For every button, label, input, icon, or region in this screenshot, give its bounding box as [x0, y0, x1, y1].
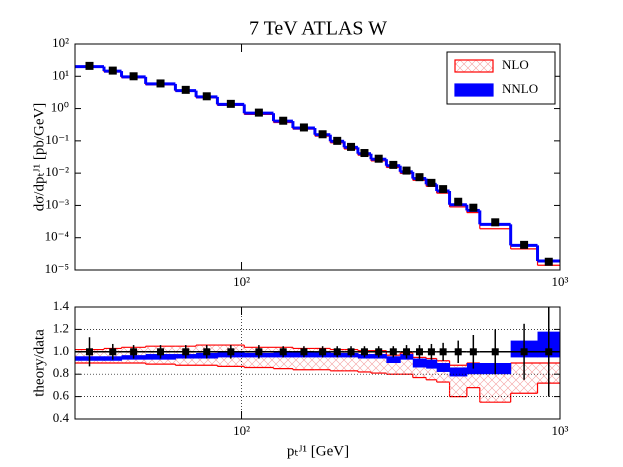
data-point [299, 123, 308, 132]
y-tick-label: 1.2 [53, 320, 69, 335]
data-point [374, 154, 383, 163]
band [426, 358, 437, 380]
legend-swatch [454, 83, 494, 97]
data-point [85, 61, 94, 70]
x-tick-label: 10³ [552, 423, 569, 438]
y-tick-label: 10² [52, 35, 69, 50]
plot-area [75, 61, 560, 266]
data-point [415, 173, 424, 182]
y-axis-label: theory/data [31, 329, 47, 397]
data-point [520, 348, 528, 356]
plot-frame [74, 43, 561, 271]
y-tick-label: 0.6 [53, 388, 70, 403]
band [386, 356, 401, 363]
data-point [347, 142, 356, 151]
y-tick-label: 10⁰ [51, 100, 69, 115]
data-point [227, 348, 235, 356]
data-point [182, 348, 190, 356]
y-tick-label: 10⁻² [45, 164, 69, 179]
data-point [203, 348, 211, 356]
data-point [360, 348, 368, 356]
plot-area [75, 307, 560, 403]
plot-frame [74, 306, 561, 420]
data-point [319, 348, 327, 356]
y-tick-label: 10¹ [52, 67, 69, 82]
data-point [129, 72, 138, 81]
y-tick-label: 10⁻¹ [45, 132, 69, 147]
band [412, 358, 427, 368]
legend-label: NLO [502, 57, 529, 72]
data-point [226, 99, 235, 108]
data-point [86, 348, 94, 356]
band [426, 359, 438, 369]
data-point [318, 130, 327, 139]
data-point [157, 348, 165, 356]
y-tick-label: 10⁻³ [45, 196, 69, 211]
data-point [402, 166, 411, 175]
y-tick-label: 0.4 [53, 410, 70, 425]
data-point [181, 85, 190, 94]
data-point [491, 218, 500, 227]
data-point [427, 348, 435, 356]
x-tick-label: 10² [233, 423, 250, 438]
data-point [415, 348, 423, 356]
data-point [202, 92, 211, 101]
data-point [427, 178, 436, 187]
data-point [439, 185, 448, 194]
data-point [109, 348, 117, 356]
band [479, 370, 511, 403]
data-point [544, 257, 553, 266]
y-tick-label: 0.8 [53, 365, 69, 380]
x-tick-label: 10² [233, 274, 250, 289]
y-tick-label: 10⁻⁴ [45, 229, 70, 244]
y-tick-label: 1.0 [53, 343, 69, 358]
data-point [520, 240, 529, 249]
chart-title: 7 TeV ATLAS W [249, 18, 387, 40]
data-point [254, 108, 263, 117]
band [436, 363, 451, 372]
data-point [439, 348, 447, 356]
x-axis-label: pₜᴶ¹ [GeV] [287, 443, 349, 459]
data-point [108, 66, 117, 75]
data-point [454, 348, 462, 356]
data-point [454, 197, 463, 206]
data-point [156, 79, 165, 88]
y-tick-label: 10⁻⁵ [45, 261, 69, 276]
data-point [389, 160, 398, 169]
data-point [469, 203, 478, 212]
x-tick-label: 10³ [552, 274, 569, 289]
data-point [360, 149, 369, 158]
data-point [333, 136, 342, 145]
data-point [279, 348, 287, 356]
data-point [130, 348, 138, 356]
band [449, 367, 468, 377]
y-axis-label: dσ/dpₜᴶ¹ [pb/GeV] [31, 103, 47, 212]
legend-label: NNLO [502, 81, 538, 96]
data-point [403, 348, 411, 356]
data-point [333, 348, 341, 356]
data-point [469, 348, 477, 356]
data-point [545, 348, 553, 356]
y-tick-label: 1.4 [53, 298, 70, 313]
legend-swatch [454, 59, 494, 73]
data-point [279, 116, 288, 125]
